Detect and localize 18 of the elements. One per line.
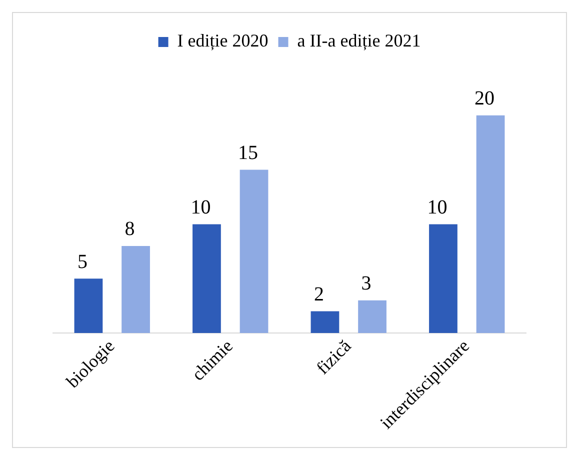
bar	[429, 224, 458, 334]
data-label: 20	[474, 88, 495, 110]
bar	[192, 224, 221, 334]
bar	[122, 246, 150, 334]
bar	[310, 311, 340, 334]
legend-label: a II-a ediție 2021	[297, 30, 421, 51]
data-label: 10	[427, 196, 448, 218]
bar	[74, 278, 103, 334]
data-label: 2	[314, 284, 324, 306]
bar	[358, 300, 386, 334]
bar	[476, 115, 505, 334]
legend-label: I ediție 2020	[177, 30, 268, 51]
data-label: 3	[361, 272, 372, 295]
data-label: 5	[77, 250, 88, 273]
data-label: 8	[124, 218, 135, 240]
data-label: 10	[190, 196, 211, 218]
bar	[240, 170, 268, 334]
data-label: 15	[238, 142, 258, 164]
